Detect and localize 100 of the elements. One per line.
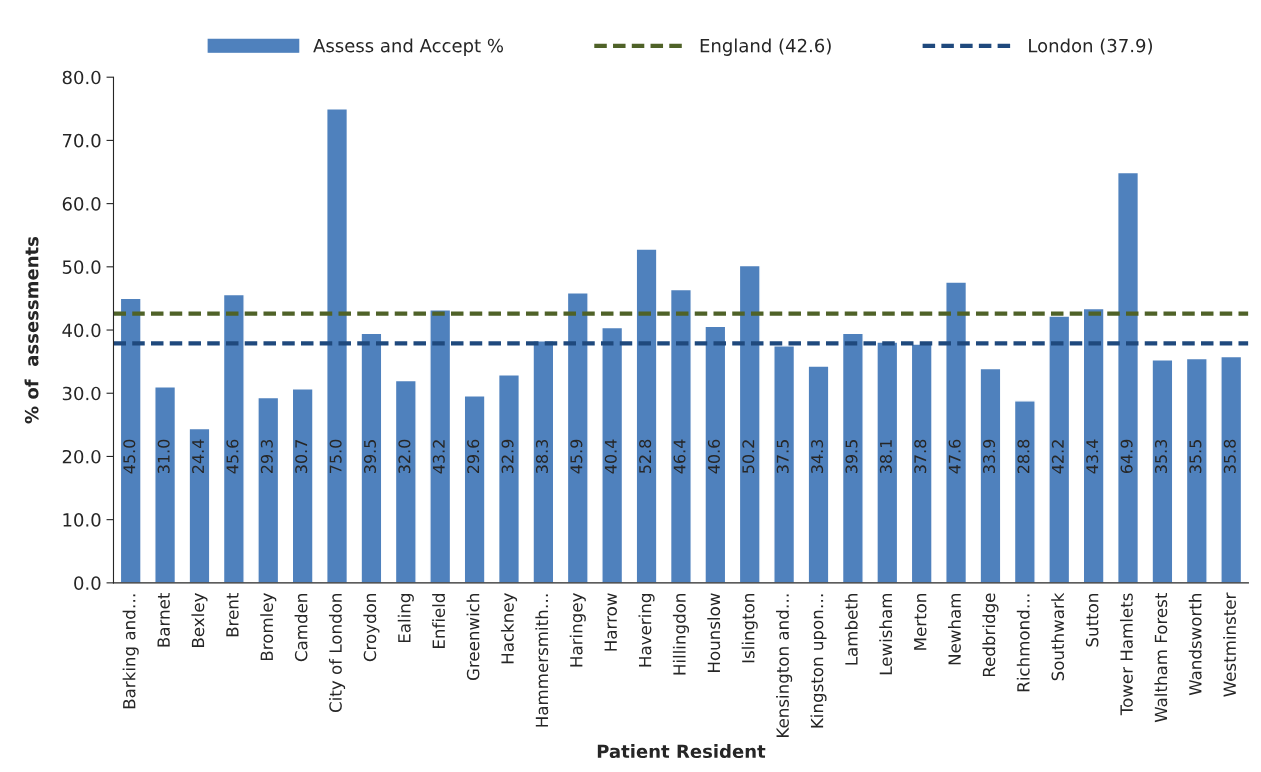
bar (532, 340, 555, 583)
bar (773, 345, 796, 583)
y-tick-label: 30.0 (62, 386, 101, 401)
x-tick-label: Wandsworth (1188, 593, 1202, 696)
data-label: 35.5 (1189, 440, 1202, 474)
bar (119, 297, 142, 583)
x-tick-label: Sutton (1085, 594, 1099, 647)
data-label: 45.9 (570, 439, 583, 474)
x-tick-label: Hackney (500, 593, 518, 664)
data-label: 40.6 (707, 439, 720, 474)
bar (1220, 355, 1243, 583)
data-label: 43.2 (432, 440, 445, 474)
x-tick-label: Greenwich (466, 594, 480, 681)
y-tick-label: 60.0 (62, 197, 101, 211)
x-tick-label: Westminster (1223, 592, 1237, 697)
data-label: 75.0 (329, 439, 342, 473)
x-tick-label: Redbridge (982, 593, 999, 677)
bar (394, 379, 417, 583)
x-tick-label: Bromley (260, 593, 277, 661)
bar (1082, 307, 1105, 583)
bar (876, 341, 899, 583)
bar (1185, 357, 1208, 583)
y-tick-label: 50.0 (62, 260, 101, 274)
bar (635, 248, 658, 583)
data-label: 38.1 (879, 440, 892, 474)
data-label: 32.0 (398, 439, 411, 474)
data-label: 30.7 (295, 440, 308, 474)
data-label: 50.2 (742, 440, 755, 473)
data-label: 32.9 (501, 439, 514, 474)
bar (738, 264, 761, 583)
bar (566, 292, 589, 583)
x-tick-label: Barking and… (122, 594, 139, 709)
x-tick-label: Bexley (191, 593, 208, 647)
data-label: 31.0 (157, 439, 170, 474)
data-label: 24.4 (192, 439, 204, 474)
x-tick-label: Newham (948, 594, 961, 665)
data-label: 29.6 (467, 439, 480, 474)
x-tick-label: Tower Hamlets (1119, 593, 1133, 716)
bar (1151, 359, 1174, 583)
bar (704, 325, 727, 583)
x-tick-label: Richmond… (1016, 594, 1030, 692)
x-axis-title: Patient Resident (597, 744, 766, 759)
legend-label: Assess and Accept % (313, 38, 504, 56)
data-label: 37.5 (776, 440, 789, 474)
data-label: 29.3 (260, 439, 273, 474)
bar (669, 288, 692, 583)
bar (807, 365, 830, 583)
x-tick-label: Kingston upon… (810, 594, 827, 728)
x-tick-label: City of London (328, 594, 346, 713)
x-tick-label: Brent (226, 592, 239, 637)
x-tick-label: Southwark (1051, 592, 1065, 681)
bar (1013, 400, 1036, 583)
data-label: 45.6 (226, 439, 239, 474)
legend-label: England (42.6) (700, 38, 831, 56)
data-label: 52.8 (639, 439, 652, 473)
y-tick-label: 70.0 (62, 133, 101, 148)
data-label: 34.3 (811, 439, 824, 474)
bar (154, 386, 177, 583)
x-tick-label: Enfield (432, 594, 446, 648)
data-label: 40.4 (604, 439, 617, 474)
x-tick-label: Lewisham (879, 594, 893, 675)
x-tick-label: Merton (914, 594, 927, 650)
data-label: 38.3 (535, 439, 549, 474)
bar (222, 293, 245, 583)
data-label: 28.8 (1017, 439, 1030, 474)
x-tick-label: Barnet (157, 592, 170, 647)
y-axis-title: % of assessments (24, 236, 39, 424)
data-label: 35.8 (1223, 439, 1236, 474)
x-tick-label: Ealing (397, 594, 414, 643)
bar (601, 326, 624, 583)
x-tick-label: Hillingdon (672, 594, 690, 675)
bar (497, 374, 520, 583)
legend-label: London (37.9) (1029, 38, 1152, 55)
bar (360, 332, 383, 583)
data-label: 64.9 (1120, 439, 1133, 474)
y-tick-label: 10.0 (63, 513, 101, 527)
data-label: 37.8 (914, 439, 927, 474)
x-tick-label: Kensington and… (776, 594, 793, 737)
bar (945, 281, 968, 583)
data-label: 46.4 (673, 439, 686, 474)
x-tick-label: Croydon (363, 594, 380, 662)
data-label: 39.5 (845, 440, 858, 474)
bar (326, 108, 349, 583)
x-tick-label: Lambeth (844, 594, 858, 665)
x-tick-label: Havering (638, 594, 655, 667)
bar (188, 427, 211, 583)
y-tick-label: 0.0 (74, 576, 101, 590)
bar (463, 395, 486, 583)
bar (1117, 171, 1140, 583)
x-tick-label: Haringey (569, 593, 586, 667)
x-tick-label: Hounslow (707, 593, 721, 672)
data-label: 47.6 (948, 439, 961, 474)
bar (257, 396, 280, 583)
x-tick-label: Camden (294, 594, 308, 662)
y-tick-label: 40.0 (62, 323, 101, 338)
x-tick-label: Waltham Forest (1154, 592, 1168, 723)
data-label: 39.5 (363, 440, 377, 474)
data-label: 33.9 (983, 439, 996, 474)
bar (910, 343, 933, 583)
y-tick-label: 20.0 (62, 449, 101, 464)
